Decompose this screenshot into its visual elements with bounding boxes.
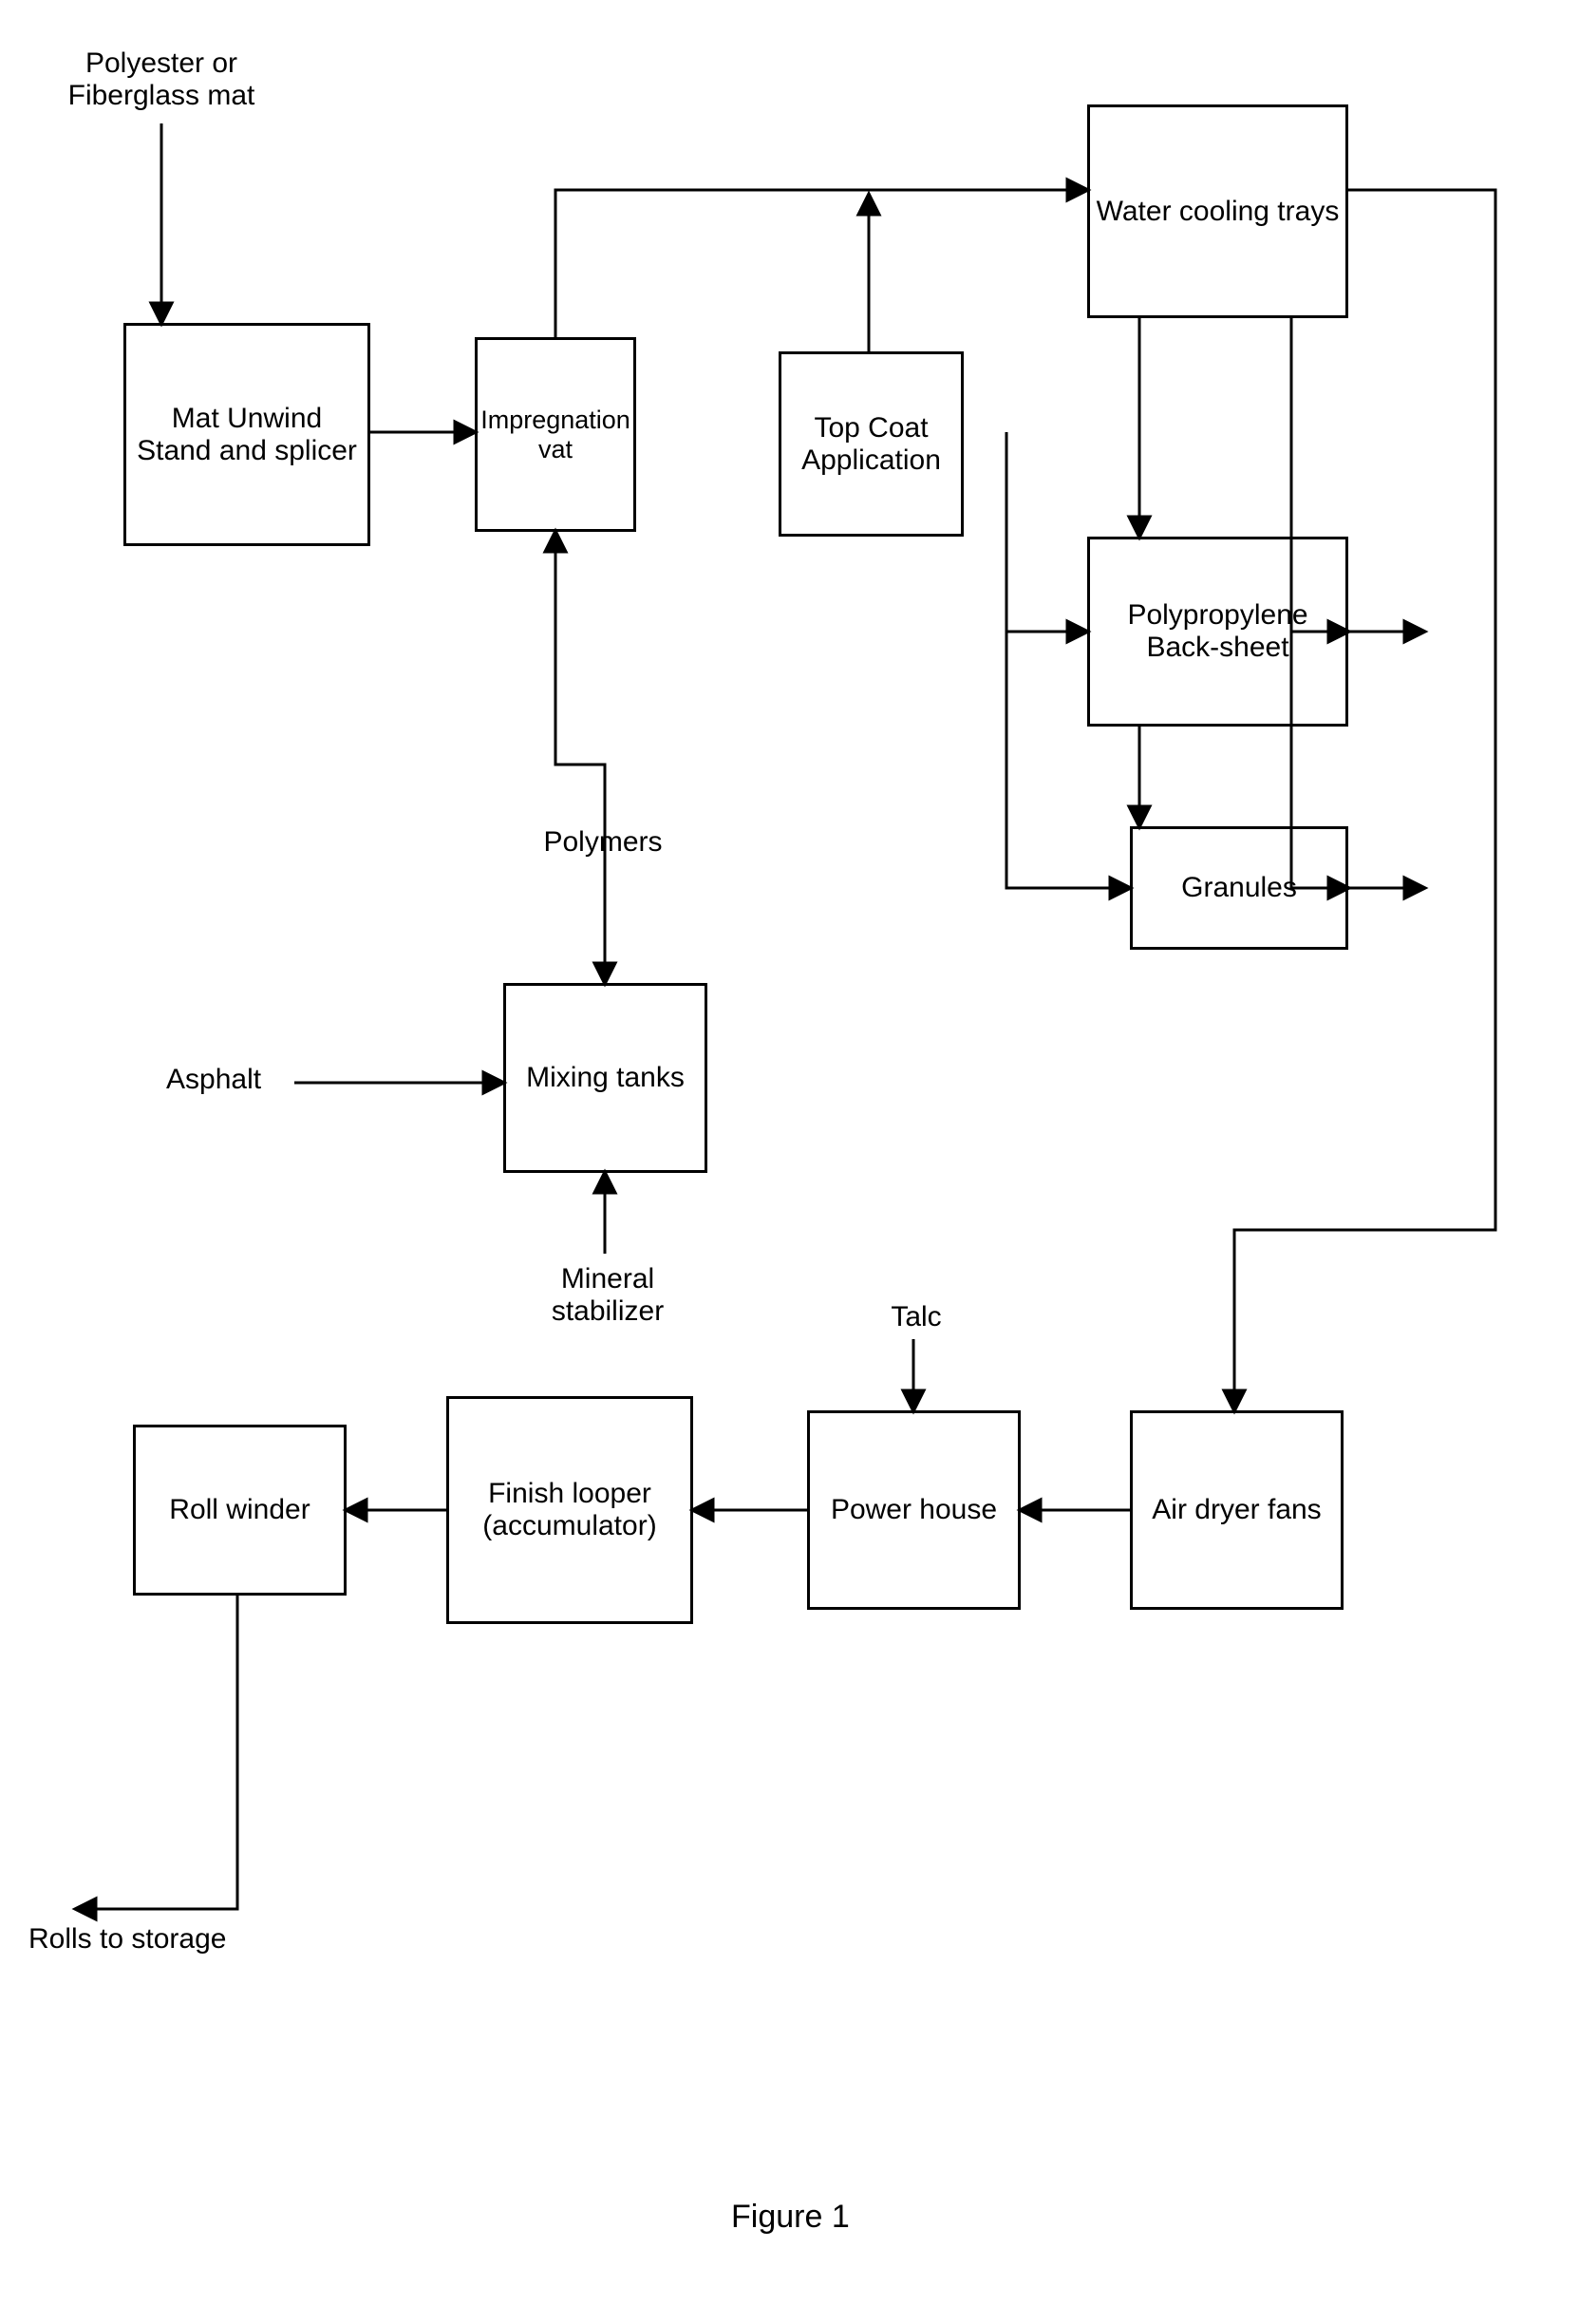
- node-poly-backsheet: Polypropylene Back-sheet: [1087, 537, 1348, 727]
- node-label: Impregnation vat: [480, 406, 630, 464]
- node-label: Water cooling trays: [1097, 196, 1340, 228]
- node-impregnation-vat: Impregnation vat: [475, 337, 636, 532]
- node-label: Polypropylene Back-sheet: [1096, 599, 1340, 664]
- node-label: Granules: [1181, 872, 1297, 904]
- node-top-coat: Top Coat Application: [779, 351, 964, 537]
- node-label: Mat Unwind Stand and splicer: [132, 403, 362, 467]
- node-roll-winder: Roll winder: [133, 1425, 347, 1596]
- label-mineral-stabilizer: Mineral stabilizer: [513, 1263, 703, 1328]
- label-polyester: Polyester or Fiberglass mat: [28, 47, 294, 112]
- node-finish-looper: Finish looper (accumulator): [446, 1396, 693, 1624]
- figure-caption: Figure 1: [731, 2199, 850, 2236]
- node-mixing-tanks: Mixing tanks: [503, 983, 707, 1173]
- node-label: Mixing tanks: [526, 1062, 685, 1094]
- node-label: Air dryer fans: [1152, 1494, 1321, 1526]
- node-water-cooling: Water cooling trays: [1087, 104, 1348, 318]
- node-mat-unwind: Mat Unwind Stand and splicer: [123, 323, 370, 546]
- node-label: Roll winder: [169, 1494, 310, 1526]
- node-power-house: Power house: [807, 1410, 1021, 1610]
- node-air-dryer: Air dryer fans: [1130, 1410, 1344, 1610]
- node-granules: Granules: [1130, 826, 1348, 950]
- node-label: Finish looper (accumulator): [455, 1478, 685, 1542]
- label-polymers: Polymers: [508, 826, 698, 859]
- label-talc: Talc: [859, 1301, 973, 1333]
- node-label: Power house: [831, 1494, 997, 1526]
- label-asphalt: Asphalt: [166, 1064, 356, 1096]
- label-rolls-to-storage: Rolls to storage: [28, 1923, 313, 1956]
- node-label: Top Coat Application: [787, 412, 955, 477]
- flowchart-canvas: Mat Unwind Stand and splicer Impregnatio…: [0, 0, 1579, 2324]
